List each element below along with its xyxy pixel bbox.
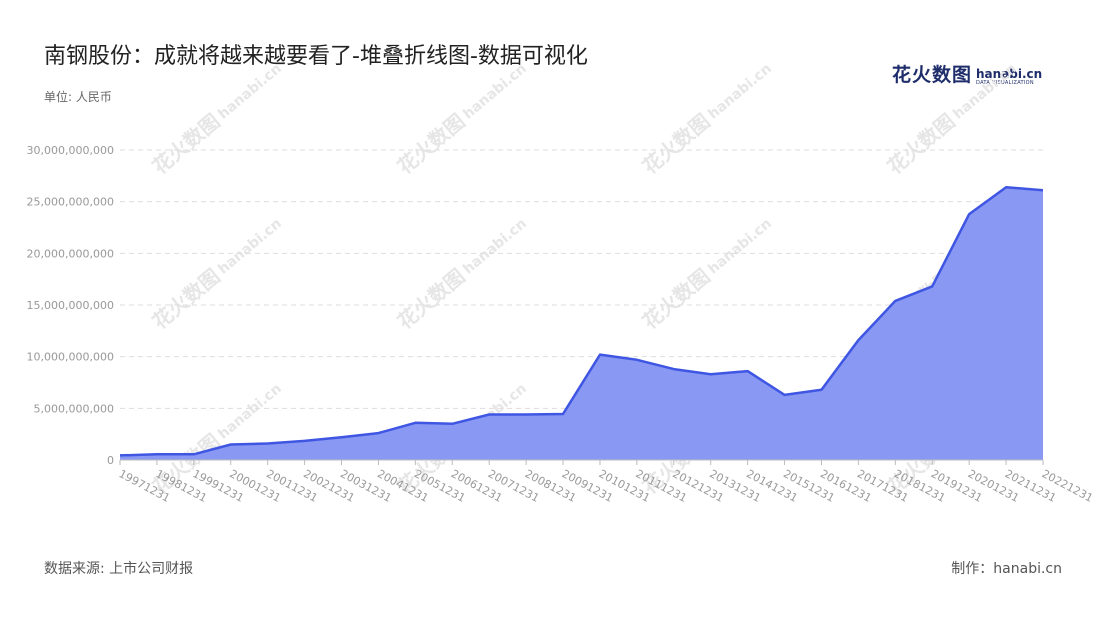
unit-label: 单位: 人民币 bbox=[44, 90, 112, 104]
area-series bbox=[119, 185, 1044, 460]
watermark-text-cn: 花火数图 bbox=[393, 264, 470, 334]
watermark-text-cn: 花火数图 bbox=[883, 109, 960, 179]
maker-credit: 制作：hanabi.cn bbox=[951, 561, 1062, 577]
watermark-text-en: hanabi.cn bbox=[215, 381, 284, 443]
y-tick-label: 25,000,000,000 bbox=[27, 196, 114, 209]
watermark-text-cn: 花火数图 bbox=[148, 109, 225, 179]
logo-text-en-block: hanabi.cn DATA VISUALIZATION bbox=[976, 68, 1042, 87]
logo-subtext: DATA VISUALIZATION bbox=[976, 80, 1034, 86]
y-tick-label: 20,000,000,000 bbox=[27, 247, 114, 260]
series-line bbox=[119, 185, 1044, 457]
y-tick-label: 0 bbox=[107, 454, 114, 467]
grid-lines bbox=[120, 149, 1043, 409]
y-tick-label: 30,000,000,000 bbox=[27, 144, 114, 157]
page-title: 南钢股份：成就将越来越要看了-堆叠折线图-数据可视化 bbox=[44, 44, 588, 69]
watermark-text-en: hanabi.cn bbox=[705, 61, 774, 123]
watermark-text-en: hanabi.cn bbox=[215, 61, 284, 123]
watermark-text-en: hanabi.cn bbox=[460, 61, 529, 123]
brand-logo: 花火数图 hanabi.cn DATA VISUALIZATION bbox=[892, 60, 1042, 87]
watermark-text-en: hanabi.cn bbox=[215, 216, 284, 278]
watermark-text-en: hanabi.cn bbox=[950, 61, 1019, 123]
data-source: 数据来源: 上市公司财报 bbox=[44, 561, 194, 577]
watermark-text-cn: 花火数图 bbox=[148, 264, 225, 334]
watermark-text-en: hanabi.cn bbox=[705, 216, 774, 278]
y-tick-label: 10,000,000,000 bbox=[27, 351, 114, 364]
y-tick-label: 5,000,000,000 bbox=[34, 402, 114, 415]
y-tick-label: 15,000,000,000 bbox=[27, 299, 114, 312]
logo-text-cn: 花火数图 bbox=[892, 64, 973, 86]
watermark-text-cn: 花火数图 bbox=[393, 109, 470, 179]
watermark-text-cn: 花火数图 bbox=[638, 109, 715, 179]
watermark-text-en: hanabi.cn bbox=[460, 216, 529, 278]
x-axis-ticks: 1997123119981231199912312000123120011231… bbox=[117, 459, 1095, 505]
y-axis-ticks: 30,000,000,000 25,000,000,000 20,000,000,0… bbox=[27, 144, 114, 467]
logo-text-en: hanabi.cn bbox=[976, 67, 1043, 81]
watermark-text-cn: 花火数图 bbox=[638, 264, 715, 334]
